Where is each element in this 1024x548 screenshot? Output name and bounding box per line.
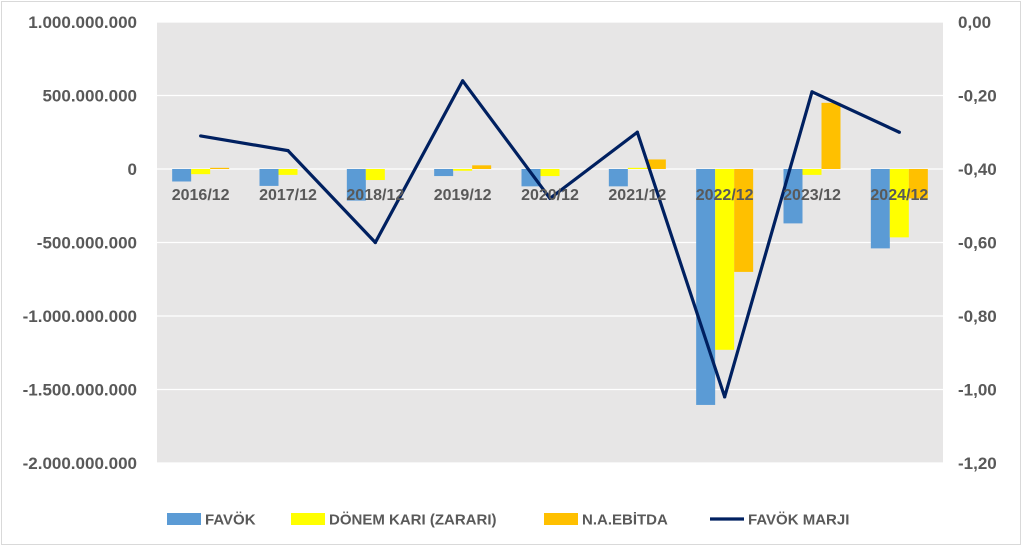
line-point [897,130,901,134]
right-axis-tick-label: -0,40 [958,160,997,179]
right-axis-tick-label: -0,20 [958,87,997,106]
category-label: 2017/12 [259,187,317,204]
line-point [199,134,203,138]
category-label: 2024/12 [870,187,928,204]
bar-d-nem-kari-zarari [365,169,385,181]
legend-label: DÖNEM KARI (ZARARI) [329,512,496,529]
bar-fav-k [434,169,454,177]
category-label: 2016/12 [172,187,230,204]
bar-n-a-ebi-tda [472,165,492,169]
bar-d-nem-kari-zarari [715,169,735,350]
bar-d-nem-kari-zarari [453,169,473,171]
legend-swatch [544,513,578,525]
bar-fav-k [521,169,541,187]
bar-n-a-ebi-tda [734,169,754,272]
legend-label: N.A.EBİTDA [582,512,668,529]
left-axis-tick-label: -1.000.000.000 [23,307,137,326]
category-label: 2022/12 [696,187,754,204]
bar-fav-k [783,169,803,224]
category-label: 2019/12 [434,187,492,204]
line-point [373,240,377,245]
line-point [635,130,639,134]
right-axis-tick-label: -1,00 [958,381,997,400]
bar-d-nem-kari-zarari [802,169,822,175]
left-axis-tick-label: 500.000.000 [42,87,137,106]
left-axis-tick-label: -500.000.000 [37,234,137,253]
right-axis-tick-label: -1,20 [958,454,997,473]
bar-fav-k [608,169,628,187]
bar-fav-k [172,169,192,182]
bar-fav-k [259,169,279,186]
left-axis-tick-label: -1.500.000.000 [23,381,137,400]
line-point [723,395,727,399]
bar-d-nem-kari-zarari [191,169,211,175]
right-axis-tick-label: -0,60 [958,234,997,253]
line-point [548,196,552,200]
legend-swatch [291,513,325,525]
bar-n-a-ebi-tda [908,169,928,199]
bar-fav-k [696,169,716,405]
line-point [286,149,290,153]
bar-d-nem-kari-zarari [540,169,560,177]
right-axis-tick-label: 0,00 [958,13,991,32]
bar-n-a-ebi-tda [210,167,230,169]
bar-fav-k [870,169,890,249]
legend-label: FAVÖK MARJI [748,512,849,529]
legend-swatch [167,513,201,525]
bar-d-nem-kari-zarari [889,169,909,238]
bar-d-nem-kari-zarari [627,167,647,169]
bar-n-a-ebi-tda [821,102,841,169]
bar-fav-k [346,169,366,201]
bar-n-a-ebi-tda [646,159,666,169]
right-axis-tick-label: -0,80 [958,307,997,326]
left-axis-tick-label: 1.000.000.000 [28,13,137,32]
left-axis-tick-label: -2.000.000.000 [23,454,137,473]
bar-d-nem-kari-zarari [278,169,298,175]
legend-label: FAVÖK [205,512,256,529]
category-label: 2018/12 [346,187,404,204]
category-label: 2021/12 [608,187,666,204]
line-point [810,90,814,94]
left-axis-tick-label: 0 [128,160,137,179]
line-point [461,79,465,83]
category-label: 2023/12 [783,187,841,204]
category-label: 2020/12 [521,187,579,204]
